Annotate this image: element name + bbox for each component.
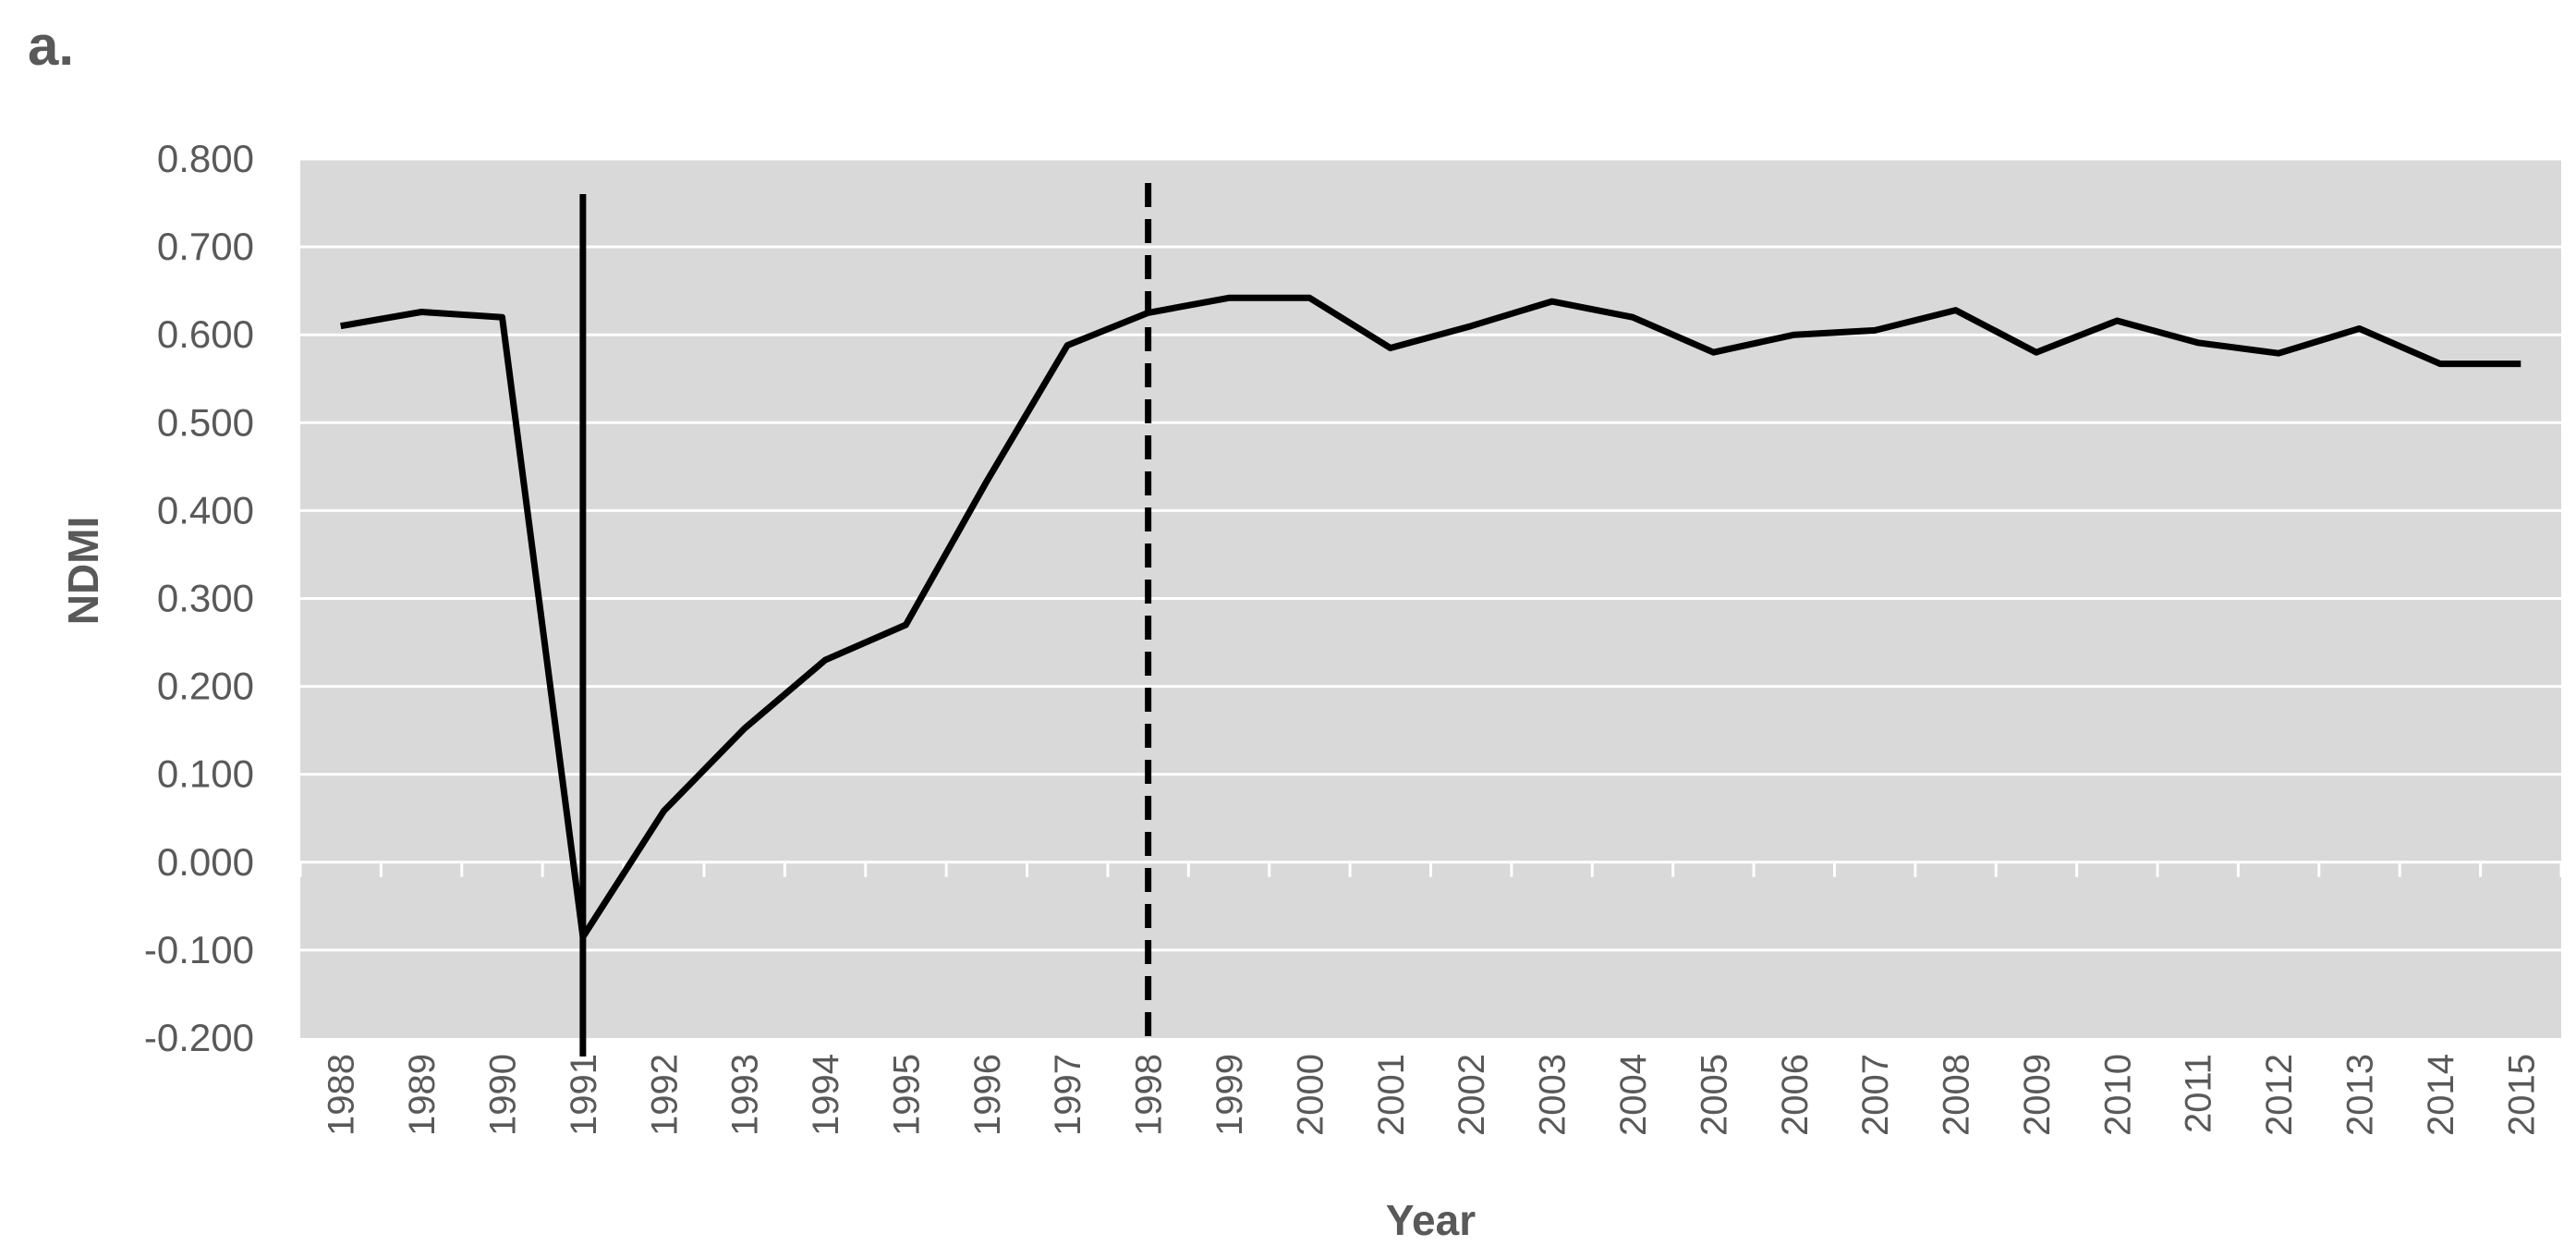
x-tick-label: 1990 xyxy=(482,1054,523,1136)
x-axis-labels: 1988 1989 1990 1991 1992 1993 1994 1995 1996 1997… xyxy=(322,1054,2543,1136)
series-layer xyxy=(340,294,2521,941)
x-tick-label: 2003 xyxy=(1533,1054,1574,1136)
y-tick-label: 0.600 xyxy=(157,312,254,356)
y-tick-label: 0.700 xyxy=(157,225,254,268)
y-tick-label: -0.200 xyxy=(144,1016,254,1059)
x-tick-label: 1988 xyxy=(322,1054,362,1136)
y-tick-label: 0.000 xyxy=(157,840,254,884)
y-tick-label: 0.500 xyxy=(157,400,254,444)
series-line xyxy=(340,294,2521,941)
x-tick-label: 1993 xyxy=(725,1054,766,1136)
x-tick-label: 1999 xyxy=(1209,1054,1250,1136)
x-tick-label: 2008 xyxy=(1937,1054,1977,1136)
x-tick-label: 1998 xyxy=(1129,1054,1170,1136)
y-tick-label: 0.400 xyxy=(157,488,254,531)
x-tick-label: 1989 xyxy=(402,1054,443,1136)
x-tick-label: 2000 xyxy=(1290,1054,1331,1136)
x-tick-label: 2015 xyxy=(2501,1054,2542,1136)
x-tick-label: 2005 xyxy=(1694,1054,1734,1136)
x-tick-label: 2010 xyxy=(2097,1054,2138,1136)
x-tick-label: 2009 xyxy=(2017,1054,2058,1136)
x-tick-label: 2002 xyxy=(1452,1054,1492,1136)
x-tick-label: 1994 xyxy=(806,1054,846,1136)
x-tick-label: 1991 xyxy=(564,1054,604,1136)
x-tick-label: 2004 xyxy=(1613,1054,1654,1136)
x-tick-label: 2012 xyxy=(2259,1054,2300,1136)
y-tick-label: 0.200 xyxy=(157,665,254,708)
x-tick-label: 1995 xyxy=(886,1054,927,1136)
panel-label: a. xyxy=(28,15,74,77)
x-tick-label: 2007 xyxy=(1855,1054,1896,1136)
x-tick-label: 2001 xyxy=(1371,1054,1412,1136)
y-tick-label: 0.100 xyxy=(157,752,254,796)
y-tick-label: 0.800 xyxy=(157,137,254,180)
x-tick-label: 1992 xyxy=(644,1054,685,1136)
x-tick-label: 1997 xyxy=(1048,1054,1088,1136)
y-tick-label: 0.300 xyxy=(157,577,254,620)
x-axis-title: Year xyxy=(1386,1196,1476,1244)
x-tick-label: 2006 xyxy=(1775,1054,1816,1136)
y-axis-title: NDMI xyxy=(59,517,107,626)
x-tick-label: 2011 xyxy=(2179,1054,2219,1133)
y-axis-labels: 0.800 0.700 0.600 0.500 0.400 0.300 0.200 0.100… xyxy=(144,137,254,1059)
y-tick-label: -0.100 xyxy=(144,928,254,971)
x-tick-label: 2014 xyxy=(2421,1054,2461,1136)
x-tick-label: 1996 xyxy=(967,1054,1008,1136)
x-tick-label: 2013 xyxy=(2340,1054,2381,1136)
